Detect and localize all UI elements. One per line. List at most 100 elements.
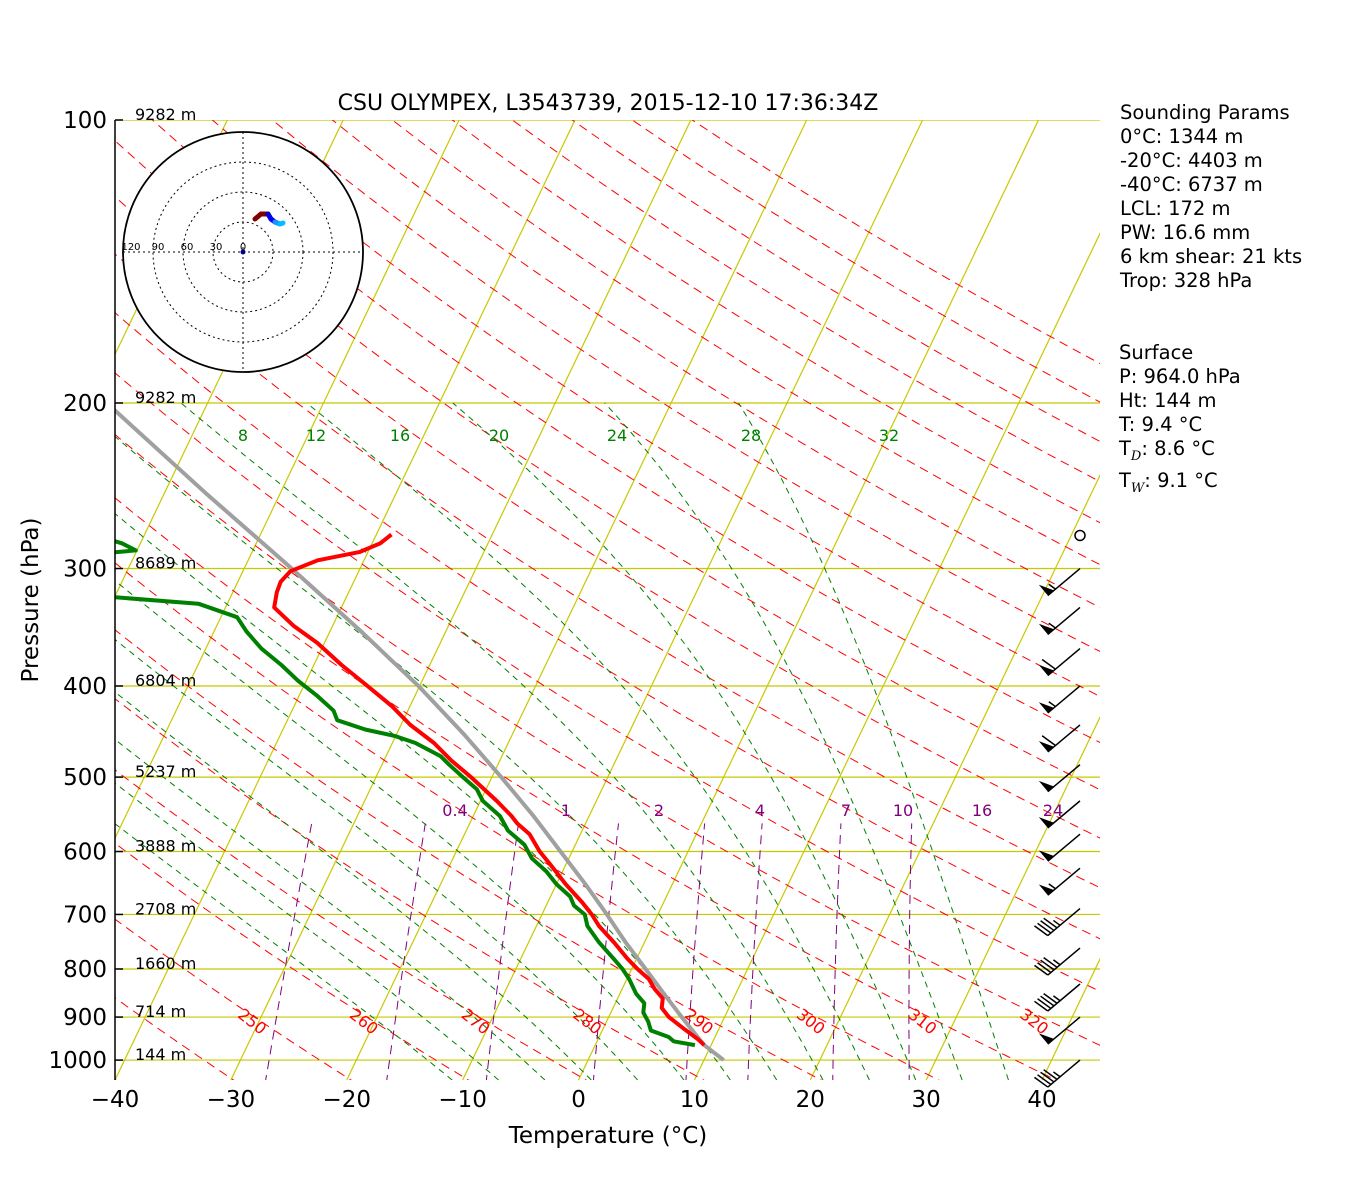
dry-adiabat bbox=[0, 99, 4, 1084]
dry-adiabat bbox=[331, 120, 1100, 609]
wind-barb bbox=[1038, 764, 1081, 793]
moist-adiabat bbox=[738, 402, 1009, 1080]
wind-barb bbox=[1038, 567, 1081, 597]
mixing-ratio-line bbox=[908, 823, 913, 1080]
y-tick-label: 300 bbox=[63, 557, 107, 583]
dry-adiabat bbox=[115, 312, 1100, 940]
precipitable-water: PW: 16.6 mm bbox=[1120, 221, 1251, 244]
x-tick-label: −20 bbox=[322, 1087, 371, 1113]
dry-adiabat bbox=[211, 120, 1100, 698]
dry-adiabat-label: 270 bbox=[458, 1005, 494, 1039]
surface-header: Surface bbox=[1119, 341, 1194, 364]
height-label: 5237 m bbox=[135, 762, 196, 781]
sounding-params-panel: Sounding Params 0°C: 1344 m -20°C: 4403 … bbox=[1120, 101, 1302, 293]
moist-adiabat bbox=[604, 402, 963, 1080]
isotherm-line bbox=[115, 120, 460, 840]
dry-adiabat-label: 290 bbox=[681, 1005, 717, 1039]
parcel-trace bbox=[115, 407, 725, 1062]
x-axis-label: Temperature (°C) bbox=[508, 1123, 708, 1149]
dry-adiabat bbox=[115, 698, 705, 1080]
dry-adiabat-label: 310 bbox=[905, 1005, 941, 1039]
isotherm-line bbox=[809, 473, 1100, 1080]
moist-adiabat bbox=[115, 638, 638, 1080]
mixing-ratio-label: 7 bbox=[841, 801, 851, 820]
moist-adiabat bbox=[115, 435, 778, 1080]
wind-barb bbox=[1034, 947, 1081, 976]
isotherm-line bbox=[693, 232, 1100, 1080]
temperature-trace bbox=[272, 532, 706, 1047]
mixing-ratio-label: 1 bbox=[561, 801, 571, 820]
x-tick-label: 10 bbox=[680, 1087, 709, 1113]
hodograph-ring-label: 30 bbox=[210, 242, 223, 253]
hodograph-origin bbox=[240, 249, 246, 255]
mixing-ratio-label: 10 bbox=[893, 801, 913, 820]
hodograph-ring-label: 0 bbox=[240, 242, 246, 253]
sounding-params-header: Sounding Params bbox=[1120, 101, 1290, 124]
hodograph-ring-label: 60 bbox=[181, 242, 194, 253]
moist-adiabat bbox=[180, 402, 824, 1080]
surface-wetbulb: TW: 9.1 °C bbox=[1119, 468, 1218, 496]
height-label: 144 m bbox=[135, 1045, 186, 1064]
moist-adiabat-label: 32 bbox=[879, 426, 899, 445]
height-label: 8689 m bbox=[135, 554, 196, 573]
y-tick-label: 600 bbox=[63, 840, 107, 866]
x-tick-label: 40 bbox=[1027, 1087, 1056, 1113]
height-label: 3888 m bbox=[135, 837, 196, 856]
dry-adiabat bbox=[115, 497, 1058, 1080]
y-tick-label: 100 bbox=[63, 108, 107, 134]
height-label: 9282 m bbox=[135, 388, 196, 407]
wind-shear: 6 km shear: 21 kts bbox=[1120, 245, 1303, 268]
wind-barb bbox=[1034, 983, 1081, 1012]
dry-adiabat bbox=[115, 372, 1100, 992]
mixing-ratio-label: 16 bbox=[972, 801, 992, 820]
dry-adiabat bbox=[115, 629, 823, 1080]
mixing-ratio-line bbox=[386, 823, 426, 1080]
dewpoint-trace bbox=[115, 539, 696, 1048]
mixing-ratio-line bbox=[485, 823, 519, 1080]
hodograph-ring-label: 120 bbox=[121, 242, 140, 253]
x-tick-label: −30 bbox=[207, 1087, 256, 1113]
mixing-ratio-label: 2 bbox=[654, 801, 664, 820]
wind-barb bbox=[1038, 833, 1081, 862]
dry-adiabat bbox=[151, 120, 1100, 743]
moist-adiabat bbox=[452, 402, 917, 1080]
wind-barb bbox=[1034, 1059, 1081, 1088]
surface-panel: Surface P: 964.0 hPa Ht: 144 m T: 9.4 °C… bbox=[1119, 341, 1241, 501]
dry-adiabat-label: 300 bbox=[793, 1005, 829, 1039]
dry-adiabat-label: 260 bbox=[346, 1005, 382, 1039]
surface-pressure: P: 964.0 hPa bbox=[1119, 365, 1241, 388]
y-tick-label: 900 bbox=[63, 1005, 107, 1031]
y-tick-label: 700 bbox=[63, 902, 107, 928]
mixing-ratio-label: 24 bbox=[1043, 801, 1063, 820]
moist-adiabat-label: 16 bbox=[390, 426, 410, 445]
mixing-ratio-line bbox=[832, 823, 842, 1080]
wind-barb bbox=[1038, 724, 1081, 753]
minus20-level: -20°C: 4403 m bbox=[1120, 149, 1263, 172]
isotherm-line bbox=[346, 120, 808, 1080]
y-tick-label: 400 bbox=[63, 674, 107, 700]
lcl-height: LCL: 172 m bbox=[1120, 197, 1231, 220]
surface-dewpoint: TD: 8.6 °C bbox=[1119, 437, 1215, 464]
mixing-ratio-label: 0.4 bbox=[442, 801, 467, 820]
height-label: 2708 m bbox=[135, 899, 196, 918]
isotherm-line bbox=[462, 120, 924, 1080]
height-label: 6804 m bbox=[135, 671, 196, 690]
wind-barb bbox=[1038, 685, 1081, 714]
wind-barb bbox=[1034, 908, 1081, 937]
wind-barb bbox=[1038, 648, 1081, 677]
wind-barb bbox=[1038, 800, 1081, 829]
freezing-level: 0°C: 1344 m bbox=[1120, 125, 1244, 148]
x-tick-label: −40 bbox=[91, 1087, 140, 1113]
moist-adiabat bbox=[115, 579, 685, 1080]
moist-adiabat bbox=[115, 782, 499, 1080]
moist-adiabat-label: 20 bbox=[489, 426, 509, 445]
height-label: 9282 m bbox=[135, 105, 196, 124]
moist-adiabat bbox=[115, 512, 731, 1080]
surface-height: Ht: 144 m bbox=[1119, 389, 1217, 412]
moist-adiabat bbox=[115, 738, 546, 1080]
moist-adiabat bbox=[306, 402, 870, 1080]
minus40-level: -40°C: 6737 m bbox=[1120, 173, 1263, 196]
mixing-ratio-line bbox=[685, 823, 706, 1080]
moist-adiabat-label: 12 bbox=[306, 426, 326, 445]
